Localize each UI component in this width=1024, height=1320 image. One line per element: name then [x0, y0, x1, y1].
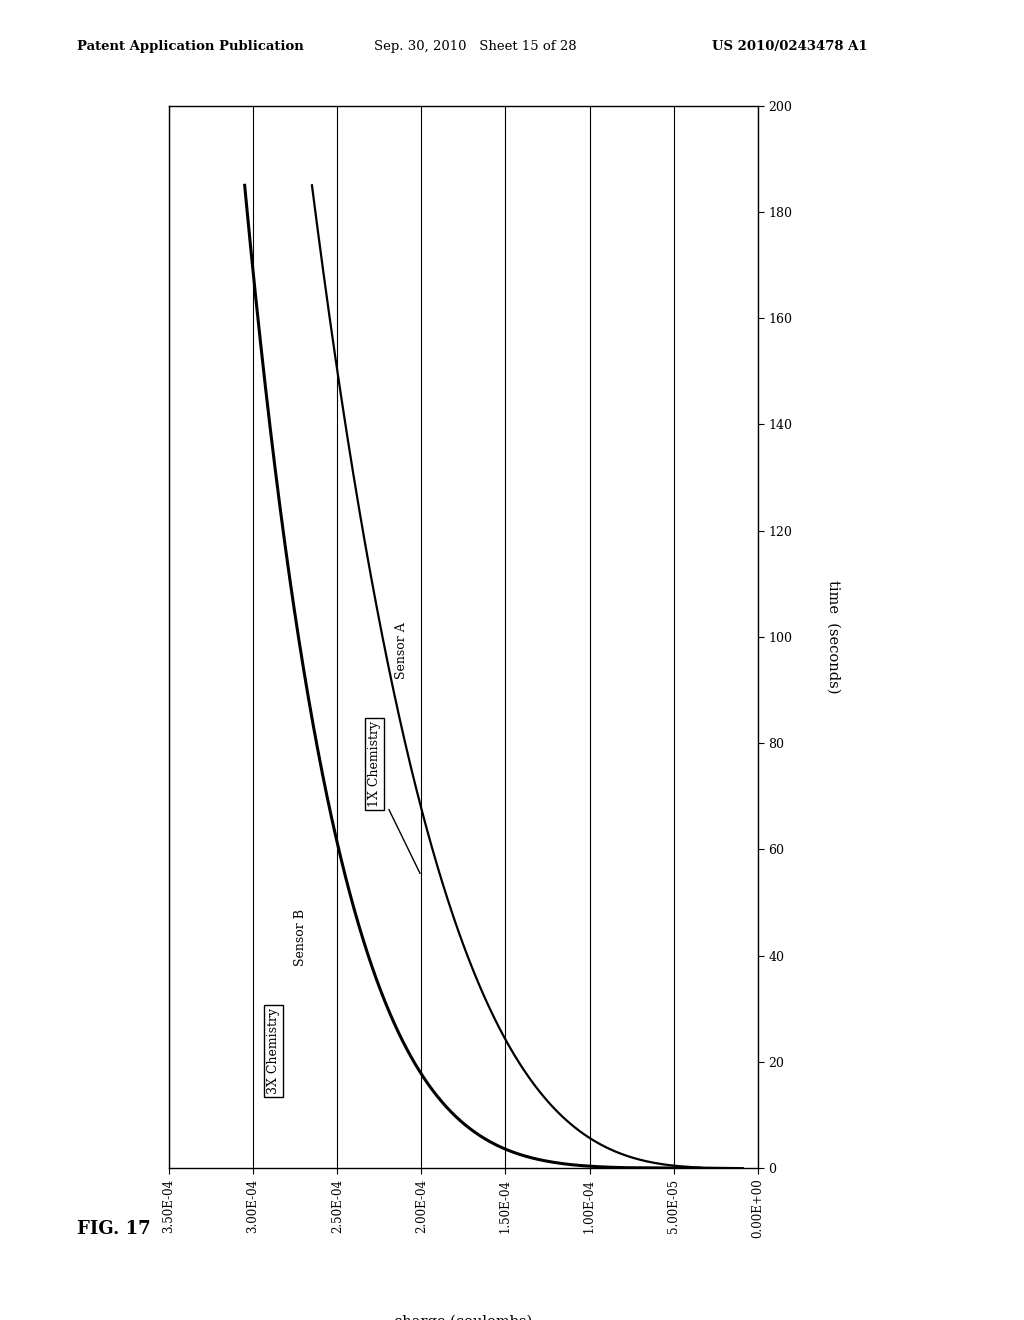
Text: US 2010/0243478 A1: US 2010/0243478 A1	[712, 40, 867, 53]
Text: 3X Chemistry: 3X Chemistry	[267, 1007, 280, 1094]
Text: 1X Chemistry: 1X Chemistry	[368, 721, 381, 807]
Text: Patent Application Publication: Patent Application Publication	[77, 40, 303, 53]
Text: Sensor B: Sensor B	[294, 909, 306, 966]
Text: FIG. 17: FIG. 17	[77, 1220, 151, 1238]
Y-axis label: time  (seconds): time (seconds)	[826, 581, 841, 693]
Text: Sensor A: Sensor A	[394, 623, 408, 680]
X-axis label: charge (coulombs): charge (coulombs)	[394, 1315, 532, 1320]
Text: Sep. 30, 2010   Sheet 15 of 28: Sep. 30, 2010 Sheet 15 of 28	[374, 40, 577, 53]
